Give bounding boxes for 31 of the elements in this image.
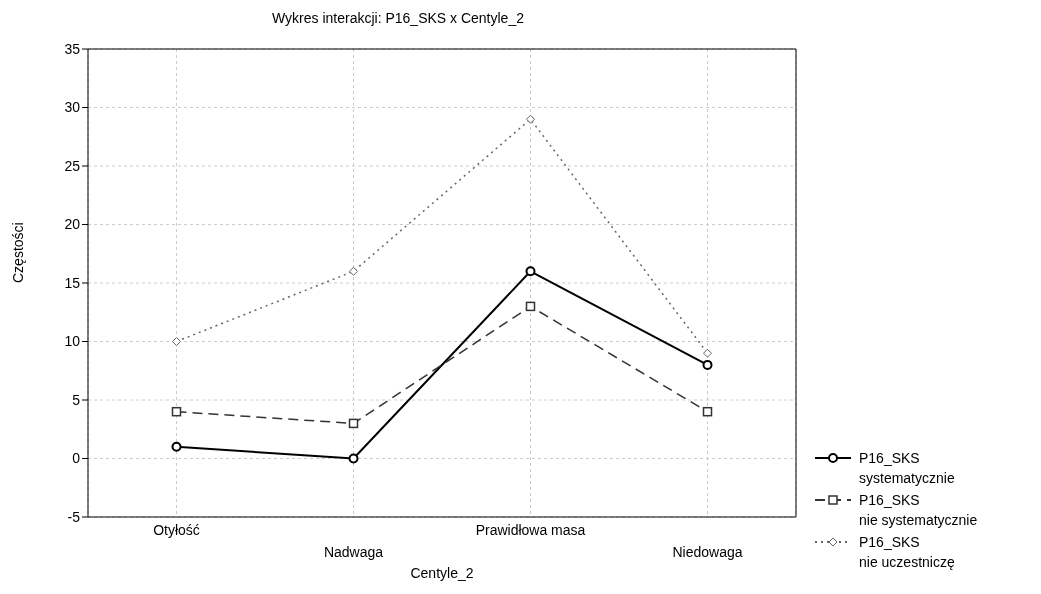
point <box>525 266 536 277</box>
point <box>348 453 359 464</box>
y-tick-label: 15 <box>64 274 81 291</box>
legend-label: P16_SKS nie uczestniczę <box>859 533 955 572</box>
x-tick-label: Otyłość <box>153 522 200 538</box>
point <box>171 441 182 452</box>
point <box>172 337 181 346</box>
x-axis-title: Centyle_2 <box>410 565 474 581</box>
y-axis-title: Częstości <box>9 222 26 283</box>
point <box>348 418 359 429</box>
y-tick-label: 5 <box>72 391 81 408</box>
point <box>349 266 358 276</box>
point <box>526 114 535 124</box>
point <box>702 406 713 417</box>
x-tick-label: Prawidłowa masa <box>475 522 586 538</box>
y-tick-label: 30 <box>64 99 81 116</box>
legend-label: P16_SKS nie systematycznie <box>859 491 978 530</box>
point <box>702 359 713 370</box>
y-tick-label: 35 <box>64 40 81 57</box>
y-tick-label: 20 <box>64 216 81 233</box>
point <box>525 301 536 312</box>
y-tick-label: 25 <box>64 157 81 174</box>
y-tick-label: 10 <box>64 333 81 350</box>
y-tick-label: 0 <box>72 450 81 467</box>
x-tick-label: Nadwaga <box>323 544 384 560</box>
chart-title: Wykres interakcji: P16_SKS x Centyle_2 <box>271 10 525 26</box>
legend-label: P16_SKS systematycznie <box>859 449 955 488</box>
y-tick-label: -5 <box>67 508 81 525</box>
x-tick-label: Niedowaga <box>672 544 743 560</box>
point <box>703 348 712 358</box>
point <box>171 406 182 417</box>
